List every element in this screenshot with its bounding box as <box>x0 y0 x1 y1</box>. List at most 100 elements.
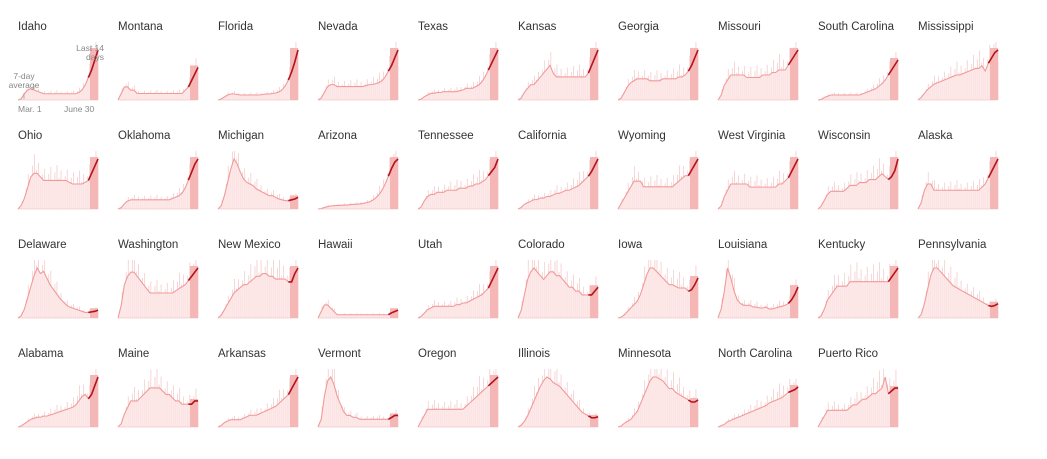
seven-day-average-line <box>617 49 699 101</box>
recent-average-line <box>987 158 999 179</box>
seven-day-average-line <box>117 67 199 101</box>
state-chart: Texas <box>400 0 500 109</box>
recent-average-line <box>187 67 199 88</box>
recent-window-band <box>290 375 298 427</box>
recent-window-band <box>990 301 998 318</box>
recent-window-band <box>590 414 598 427</box>
state-name-label: Tennessee <box>418 130 474 142</box>
state-name-label: Wisconsin <box>818 130 871 142</box>
recent-window-band <box>890 157 898 209</box>
average-area <box>218 159 298 209</box>
average-area <box>18 268 98 318</box>
average-area <box>418 50 498 100</box>
state-chart: Wisconsin <box>800 109 900 218</box>
recent-average-line <box>387 49 399 72</box>
recent-window-band <box>890 386 898 427</box>
seven-day-average-line <box>817 158 899 210</box>
state-chart: California <box>500 109 600 218</box>
state-name-label: Oklahoma <box>118 130 171 142</box>
state-name-label: Arizona <box>318 130 357 142</box>
seven-day-average-line <box>717 386 799 428</box>
average-area <box>918 268 998 318</box>
state-name-label: Montana <box>118 21 163 33</box>
recent-average-line <box>487 49 499 71</box>
seven-day-average-line <box>517 49 599 101</box>
state-chart: Montana <box>100 0 200 109</box>
state-chart-plot <box>317 369 399 428</box>
state-chart-plot <box>617 260 699 319</box>
state-chart: Georgia <box>600 0 700 109</box>
state-chart: Pennsylvania <box>900 218 1000 327</box>
state-name-label: Michigan <box>218 130 265 142</box>
average-area <box>118 387 198 427</box>
state-chart-plot <box>117 58 199 101</box>
state-chart-plot <box>917 260 999 319</box>
state-chart: Arkansas <box>200 327 300 436</box>
recent-window-band <box>690 276 698 318</box>
seven-day-average-line <box>17 158 99 210</box>
recent-average-line <box>187 158 199 181</box>
state-chart-plot <box>817 369 899 428</box>
recent-average-line <box>387 309 399 316</box>
state-chart: Ohio <box>0 109 100 218</box>
recent-average-line <box>587 158 599 177</box>
state-chart-plot <box>117 369 199 428</box>
state-name-label: Nevada <box>318 21 358 33</box>
recent-window-band <box>490 375 498 427</box>
average-area <box>818 268 898 318</box>
state-name-label: Georgia <box>618 21 659 33</box>
state-name-label: Idaho <box>18 21 47 33</box>
state-name-label: California <box>518 130 567 142</box>
state-chart: North Carolina <box>700 327 800 436</box>
recent-average-line <box>688 277 699 293</box>
state-chart-plot <box>817 52 899 101</box>
state-chart: Kentucky <box>800 218 900 327</box>
seven-day-average-label: 7-day average <box>8 71 40 90</box>
state-chart-plot <box>517 42 599 101</box>
recent-window-band <box>990 48 998 100</box>
state-chart-plot <box>117 151 199 210</box>
state-name-label: Hawaii <box>318 239 353 251</box>
recent-window-band <box>490 266 498 318</box>
state-chart-plot <box>617 42 699 101</box>
recent-window-band <box>390 413 398 427</box>
average-area <box>218 377 298 427</box>
average-area <box>718 159 798 209</box>
recent-average-line <box>87 158 99 181</box>
recent-average-line <box>887 158 899 181</box>
state-chart-plot <box>117 260 199 319</box>
recent-window-band <box>790 285 798 318</box>
average-area <box>418 377 498 427</box>
state-chart: Vermont <box>300 327 400 436</box>
recent-window-band <box>890 266 898 318</box>
state-name-label: Kentucky <box>818 239 866 251</box>
state-name-label: Texas <box>418 21 449 33</box>
average-area <box>18 377 98 427</box>
recent-window-band <box>90 157 98 209</box>
recent-window-band <box>290 195 298 209</box>
average-area <box>618 377 698 427</box>
state-chart: Wyoming <box>600 109 700 218</box>
recent-average-line <box>887 387 898 395</box>
seven-day-average-line <box>217 267 299 319</box>
state-chart-plot <box>17 260 99 319</box>
recent-window-band <box>590 48 598 100</box>
average-area <box>618 50 698 100</box>
recent-average-line <box>487 158 499 177</box>
seven-day-average-line <box>417 267 499 319</box>
recent-window-band <box>690 398 698 427</box>
seven-day-average-line <box>817 376 898 428</box>
seven-day-average-line <box>617 158 699 210</box>
recent-average-line <box>687 49 699 72</box>
state-name-label: Arkansas <box>218 348 266 360</box>
state-chart-plot <box>417 42 499 101</box>
average-area <box>118 159 198 209</box>
average-area <box>518 159 598 209</box>
state-chart-plot <box>917 151 999 210</box>
seven-day-average-line <box>17 376 99 428</box>
recent-average-line <box>587 49 599 74</box>
average-area <box>18 159 98 209</box>
state-chart-plot <box>517 260 599 319</box>
state-chart: Maine <box>100 327 200 436</box>
state-name-label: Wyoming <box>618 130 666 142</box>
